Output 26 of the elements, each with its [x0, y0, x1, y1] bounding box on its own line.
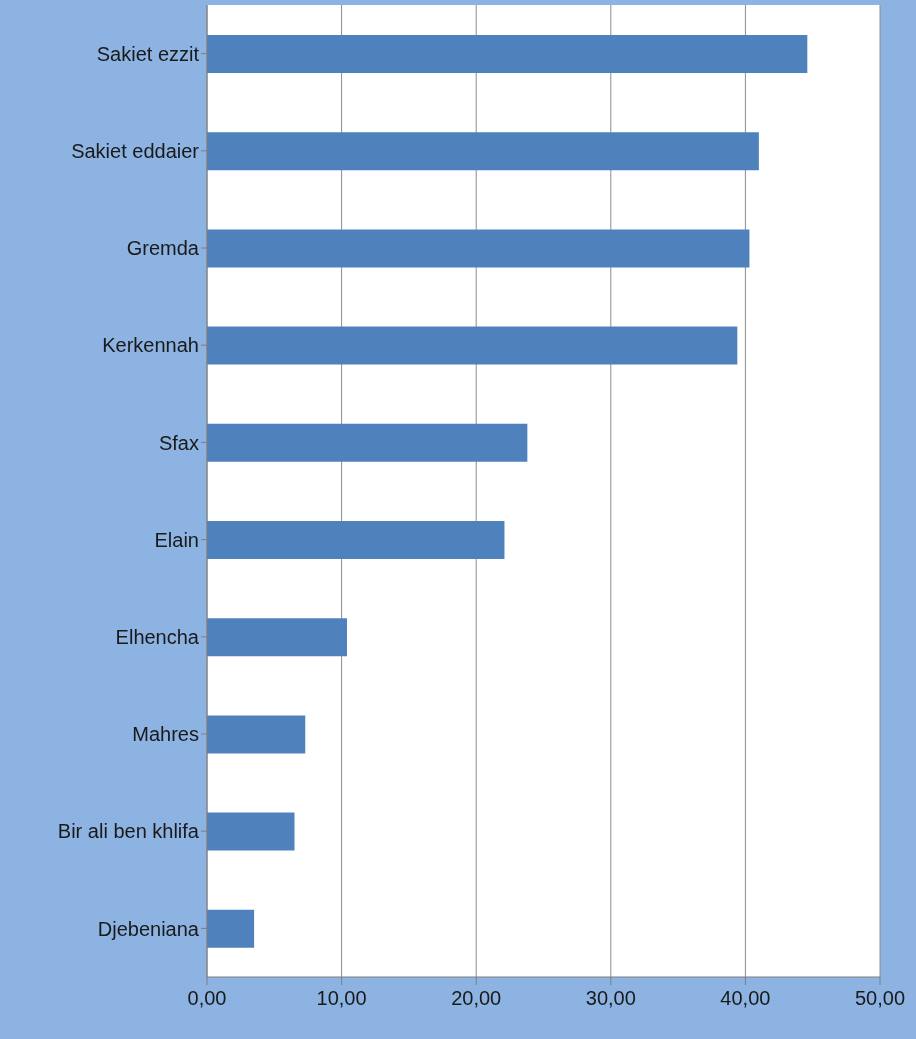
y-tick-label: Sakiet ezzit	[96, 42, 200, 65]
bar	[207, 909, 255, 948]
x-tick-label: 50,00	[854, 987, 906, 1010]
x-tick-label: 0,00	[187, 987, 227, 1010]
y-tick-label: Kerkennah	[102, 334, 199, 357]
bar	[207, 812, 295, 851]
bar	[207, 229, 750, 268]
y-tick-label: Bir ali ben khlifa	[57, 820, 200, 843]
x-tick-label: 30,00	[585, 987, 636, 1010]
y-tick-label: Djebeniana	[97, 917, 200, 940]
y-tick-label: Elain	[154, 528, 199, 551]
x-tick-label: 40,00	[720, 987, 771, 1010]
y-tick-label: Sakiet eddaier	[71, 139, 200, 162]
x-tick-label: 20,00	[451, 987, 502, 1010]
x-tick-label: 10,00	[316, 987, 367, 1010]
bar	[207, 132, 759, 171]
y-tick-label: Elhencha	[115, 625, 200, 648]
bar	[207, 715, 306, 754]
y-tick-label: Mahres	[132, 723, 199, 746]
bar	[207, 618, 347, 657]
bar	[207, 326, 738, 365]
y-tick-label: Sfax	[158, 431, 199, 454]
bar	[207, 35, 808, 73]
bar	[207, 423, 528, 462]
bar	[207, 521, 505, 559]
y-tick-label: Gremda	[126, 237, 200, 260]
